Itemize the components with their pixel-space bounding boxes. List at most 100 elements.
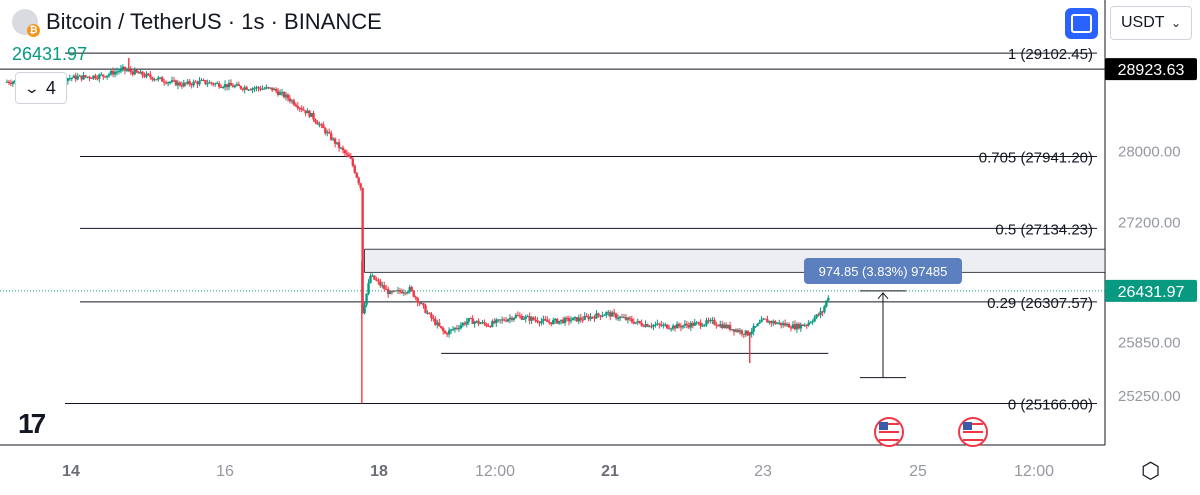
candle-body (577, 317, 580, 322)
candle-body (119, 68, 123, 72)
candle-body (76, 76, 79, 80)
candle-body (92, 75, 95, 79)
candle-body (656, 323, 659, 325)
candle-body (705, 320, 708, 325)
candle-body (200, 79, 203, 81)
candle-body (420, 303, 423, 305)
candle-body (776, 323, 779, 325)
candle-body (719, 324, 722, 327)
candle-body (320, 124, 323, 126)
symbol-title[interactable]: Bitcoin / TetherUS · 1s · BINANCE (46, 9, 382, 34)
candle-body (609, 312, 612, 317)
candle-body (689, 323, 692, 328)
time-axis-tick: 18 (370, 463, 388, 480)
candle-body (302, 109, 305, 111)
candle-body (192, 81, 195, 86)
candle-body (345, 153, 349, 155)
candle-body (276, 91, 280, 95)
settings-icon[interactable]: ⬡ (1141, 458, 1161, 483)
candle-body (383, 285, 386, 289)
candle-body (245, 87, 248, 90)
candle-body (681, 325, 685, 328)
candle-body (392, 290, 396, 292)
candle-body (408, 287, 411, 292)
candle-body (379, 281, 382, 286)
candle-body (506, 319, 510, 322)
candle-body (398, 290, 402, 292)
candle-body (206, 83, 209, 85)
candle-body (610, 312, 614, 317)
candle-body (80, 75, 83, 80)
tradingview-logo-icon[interactable]: 17 (18, 408, 46, 439)
last-price: 26431.97 (12, 44, 88, 64)
candle-body (432, 318, 435, 320)
indicator-toggle-button[interactable]: ⌄ 4 (15, 72, 67, 104)
candle-body (72, 75, 75, 78)
selection-button[interactable] (1065, 8, 1098, 39)
candle-body (825, 300, 828, 307)
candle-body (465, 321, 468, 325)
candle-body (298, 107, 301, 109)
candle-body (371, 275, 374, 277)
candle-body (546, 320, 549, 323)
candle-body (742, 333, 746, 335)
candle-body (797, 323, 801, 329)
candle-body (603, 314, 606, 316)
candle-body (819, 311, 822, 315)
candle-body (170, 80, 174, 82)
candle-body (624, 317, 628, 320)
candle-body (770, 321, 773, 324)
candle-body (182, 82, 186, 87)
candle-body (180, 85, 184, 87)
candle-body (487, 325, 490, 327)
candle-body (385, 288, 388, 290)
candle-body (318, 124, 321, 126)
candle-body (257, 87, 260, 89)
candle-body (605, 312, 608, 315)
candle-body (406, 291, 410, 293)
candle-body (500, 319, 504, 321)
candle-body (153, 79, 156, 81)
candle-body (94, 75, 97, 79)
candle-body (758, 322, 761, 324)
candle-body (793, 324, 797, 330)
candle-body (145, 73, 148, 77)
candle-body (691, 323, 694, 326)
candle-body (278, 92, 282, 95)
candle-body (343, 150, 347, 154)
candle-body (601, 315, 604, 317)
candle-body (687, 325, 691, 328)
candle-body (711, 319, 714, 321)
candle-body (259, 88, 262, 90)
candle-body (630, 318, 634, 322)
candle-body (434, 318, 437, 325)
candle-body (734, 329, 738, 332)
candle-body (463, 323, 467, 325)
bitcoin-icon: ₿ (12, 9, 40, 37)
candle-body (489, 326, 492, 328)
candle-body (508, 317, 512, 320)
candle-body (701, 325, 704, 327)
candle-body (164, 82, 168, 84)
candle-body (530, 317, 533, 321)
candle-body (650, 326, 653, 328)
currency-select[interactable]: USDT ⌄ (1110, 6, 1192, 40)
candle-body (579, 317, 582, 320)
candle-body (550, 322, 553, 325)
candle-body (703, 324, 706, 326)
candle-body (764, 318, 767, 320)
candle-body (754, 326, 757, 328)
candle-body (369, 275, 372, 283)
candle-body (709, 320, 712, 322)
candle-body (811, 321, 814, 323)
candle-body (485, 323, 488, 326)
candle-body (467, 318, 470, 322)
candle-body (139, 71, 142, 74)
candle-body (675, 323, 679, 329)
time-axis-tick: 25 (909, 463, 927, 480)
candle-body (375, 279, 378, 281)
candle-body (328, 132, 331, 134)
candle-body (526, 316, 529, 318)
candle-body (813, 317, 816, 322)
